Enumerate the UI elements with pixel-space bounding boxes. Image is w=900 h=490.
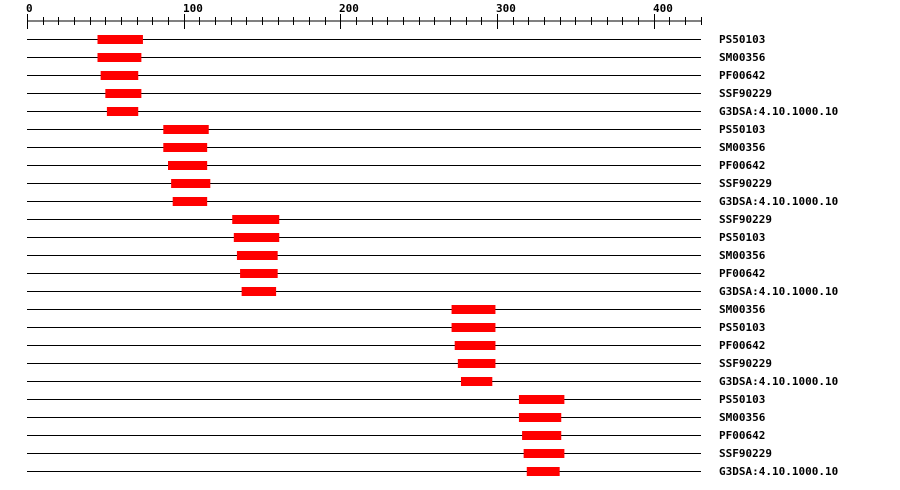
domain-bar (105, 89, 142, 98)
axis-tick-label: 300 (496, 2, 516, 15)
domain-bar (522, 431, 562, 440)
track-label: PS50103 (719, 321, 765, 334)
domain-bar (451, 305, 496, 314)
domain-bar (97, 53, 142, 62)
track-label: SM00356 (719, 411, 766, 424)
track-label: G3DSA:4.10.1000.10 (719, 375, 838, 388)
domain-bar (100, 71, 139, 80)
track-label: PF00642 (719, 159, 765, 172)
domain-bar (454, 341, 496, 350)
domain-bar (457, 359, 496, 368)
axis-tick-label: 200 (339, 2, 359, 15)
track-label: PS50103 (719, 33, 765, 46)
axis-tick-label: 100 (183, 2, 203, 15)
domain-bar (241, 287, 277, 296)
track-label: SSF90229 (719, 357, 772, 370)
domain-bar (233, 233, 280, 242)
domain-bar (171, 179, 211, 188)
axis-tick-label: 0 (26, 2, 33, 15)
track-label: G3DSA:4.10.1000.10 (719, 195, 838, 208)
domain-bar (518, 395, 565, 404)
track-label: G3DSA:4.10.1000.10 (719, 105, 838, 118)
track-label: SM00356 (719, 303, 766, 316)
domain-bar (518, 413, 562, 422)
track-label: G3DSA:4.10.1000.10 (719, 285, 838, 298)
track-label: SSF90229 (719, 177, 772, 190)
track-label: PF00642 (719, 429, 765, 442)
track-label: SSF90229 (719, 87, 772, 100)
track-label: PF00642 (719, 69, 765, 82)
domain-bar (460, 377, 493, 386)
track-label: SM00356 (719, 51, 766, 64)
track-label: G3DSA:4.10.1000.10 (719, 465, 838, 478)
track-label: SM00356 (719, 249, 766, 262)
domain-bar (163, 143, 208, 152)
track-label: PF00642 (719, 339, 765, 352)
track-label: PS50103 (719, 123, 765, 136)
track-label: SSF90229 (719, 213, 772, 226)
domain-bar (523, 449, 565, 458)
domain-bar (163, 125, 209, 134)
domain-bar (168, 161, 208, 170)
domain-bar (451, 323, 496, 332)
domain-bar (172, 197, 208, 206)
axis-tick-label: 400 (653, 2, 673, 15)
track-label: SM00356 (719, 141, 766, 154)
domain-bar (97, 35, 143, 44)
domain-bar (106, 107, 139, 116)
track-label: PS50103 (719, 231, 765, 244)
domain-bar (526, 467, 560, 476)
domain-bar (232, 215, 280, 224)
domain-bar (240, 269, 278, 278)
track-label: PF00642 (719, 267, 765, 280)
track-label: PS50103 (719, 393, 765, 406)
domain-bar (236, 251, 278, 260)
track-label: SSF90229 (719, 447, 772, 460)
